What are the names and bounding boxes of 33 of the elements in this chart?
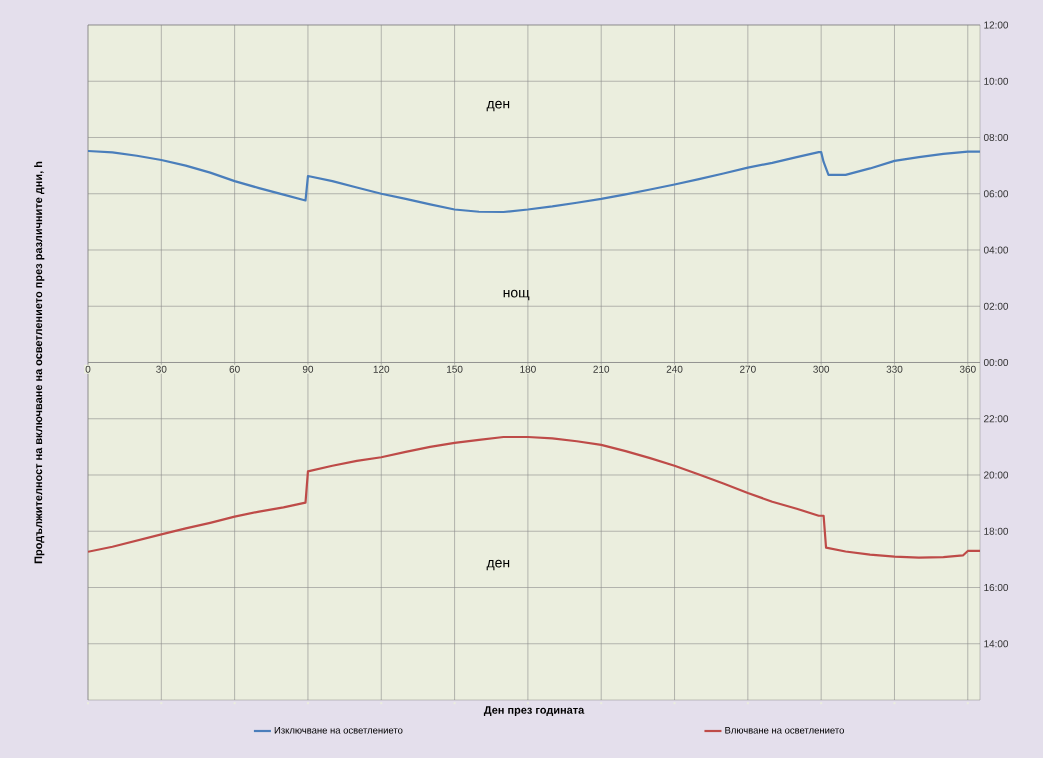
x-tick-label: 0 [85,365,91,373]
x-tick-label: 270 [740,365,756,373]
x-tick-label: 210 [593,365,610,373]
annotation: ден [486,100,510,112]
legend-label: Изключване на осветлението [274,727,403,734]
x-axis-title: Ден през годината [483,706,585,717]
x-tick-label: 360 [959,365,976,373]
x-tick-label: 330 [886,365,903,373]
y-tick-label: 08:00 [983,133,1009,142]
x-tick-label: 180 [520,365,536,373]
y-tick-label: 14:00 [984,640,1009,648]
y-tick-label: 12:00 [984,21,1009,29]
x-tick-label: 300 [813,365,830,373]
x-tick-label: 90 [302,365,314,373]
legend-label: Влючване на осветлението [725,727,844,734]
annotation: нощ [503,289,530,301]
x-tick-label: 240 [666,365,683,373]
y-tick-label: 22:00 [984,415,1009,423]
y-tick-label: 00:00 [983,358,1009,367]
x-tick-label: 30 [156,365,167,373]
y-tick-label: 10:00 [984,77,1009,85]
y-tick-label: 18:00 [984,527,1009,535]
x-tick-label: 120 [373,365,390,373]
y-axis-title: Продължителност на включване на осветлението през различните дни, h [34,161,45,564]
y-tick-label: 16:00 [984,583,1009,592]
y-tick-label: 04:00 [983,246,1009,254]
x-tick-label: 60 [229,365,240,373]
y-tick-label: 06:00 [983,190,1009,198]
x-tick-label: 150 [447,365,463,373]
y-tick-label: 20:00 [984,471,1009,479]
line-series [88,149,981,214]
y-tick-label: 02:00 [983,302,1009,310]
annotation: ден [486,559,510,571]
